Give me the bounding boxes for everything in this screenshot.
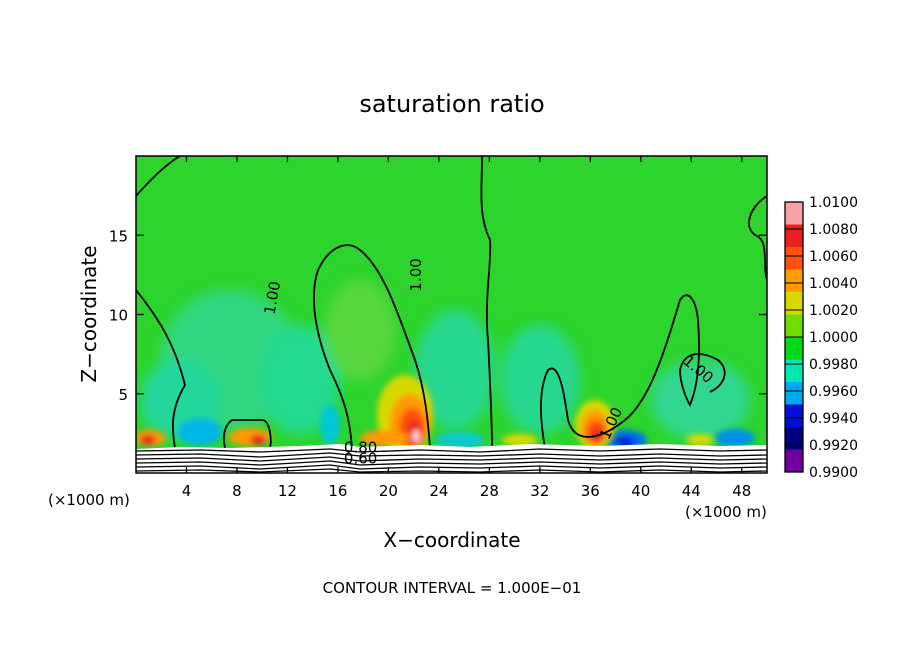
y-axis: 5 10 15	[109, 227, 767, 404]
contour-label: 1.00	[407, 258, 425, 291]
cool-plumes	[178, 405, 755, 450]
x-tick-label: 12	[278, 482, 297, 500]
terrain-band	[136, 444, 767, 473]
chart-title: saturation ratio	[359, 90, 544, 118]
colorbar-level-label: 0.9900	[809, 465, 858, 481]
y-tick-label: 5	[118, 386, 128, 404]
colorbar-swatch	[785, 404, 803, 428]
colorbar-swatch	[785, 449, 803, 473]
colorbar-swatch	[785, 224, 803, 248]
colorbar-level-label: 1.0020	[809, 303, 858, 319]
x-tick-label: 16	[328, 482, 347, 500]
y-tick-label: 10	[109, 307, 128, 325]
colorbar-level-label: 1.0060	[809, 249, 858, 265]
colorbar-swatch	[785, 269, 803, 293]
contour-plume-a	[313, 244, 431, 449]
colorbar-level-label: 1.0040	[809, 276, 858, 292]
colorbar-level-label: 0.9940	[809, 411, 858, 427]
x-tick-label: 28	[480, 482, 499, 500]
contour-center-left	[222, 419, 272, 449]
colorbar-swatch	[785, 359, 803, 383]
contour-loop-right	[679, 353, 726, 393]
warm-plumes	[136, 375, 714, 455]
contour-plume-b	[540, 294, 700, 449]
colorbar-level-label: 1.0100	[809, 195, 858, 211]
colorbar-swatch	[785, 382, 803, 405]
contour-label: 0.60	[344, 449, 377, 467]
x-tick-label: 4	[182, 482, 192, 500]
colorbar-level-label: 0.9980	[809, 357, 858, 373]
colorbar-swatch	[785, 202, 803, 225]
colorbar-swatch	[785, 314, 803, 338]
x-unit-right: (×1000 m)	[685, 503, 767, 521]
x-unit-left: (×1000 m)	[48, 491, 130, 509]
contour-top-left	[136, 156, 181, 197]
contour-interval-note: CONTOUR INTERVAL = 1.000E−01	[323, 579, 582, 597]
x-tick-label: 48	[732, 482, 751, 500]
x-tick-label: 40	[631, 482, 650, 500]
plot-area: 1.001.001.001.000.800.60	[136, 156, 767, 473]
x-tick-label: 24	[429, 482, 448, 500]
colorbar-swatch	[785, 292, 803, 315]
colorbar-level-label: 1.0000	[809, 330, 858, 346]
x-tick-label: 20	[379, 482, 398, 500]
colorbar-swatch	[785, 427, 803, 450]
y-axis-label: Z−coordinate	[77, 245, 101, 382]
contour-vertical	[480, 156, 493, 449]
x-axis-label: X−coordinate	[383, 528, 520, 552]
contour-label: 0.80	[344, 438, 377, 456]
cool-haze	[140, 280, 750, 440]
colorbar-swatch	[785, 247, 803, 270]
colorbar-swatch	[785, 337, 803, 360]
contour-top-right	[748, 195, 767, 281]
colorbar: 1.0100 1.0080 1.0060 1.0040 1.0020 1.0000 0.99…	[784, 195, 858, 481]
contour-label: 1.00	[261, 280, 285, 316]
y-tick-label: 15	[109, 227, 128, 245]
x-axis: 4 8 12 16 20 24 28 32 36 40 44 48	[182, 156, 751, 500]
contour-left-edge	[136, 289, 186, 449]
x-tick-label: 8	[232, 482, 242, 500]
colorbar-level-label: 0.9960	[809, 384, 858, 400]
colorbar-level-label: 1.0080	[809, 222, 858, 238]
contour-lines	[136, 156, 767, 449]
colorbar-level-label: 0.9920	[809, 438, 858, 454]
x-tick-label: 44	[682, 482, 701, 500]
x-tick-label: 32	[530, 482, 549, 500]
x-tick-label: 36	[581, 482, 600, 500]
